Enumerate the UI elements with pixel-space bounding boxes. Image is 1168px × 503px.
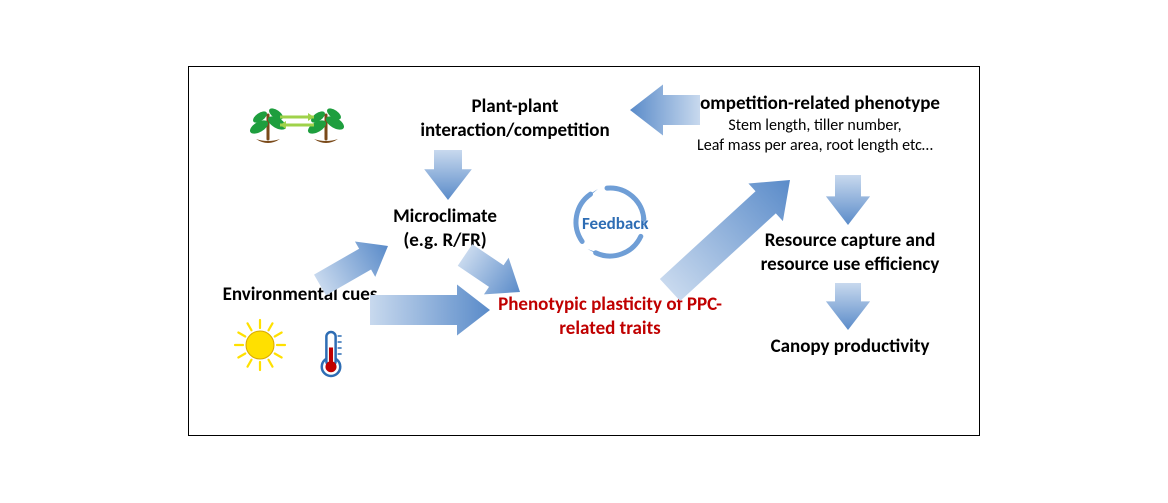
feedback-cycle-icon <box>576 188 645 256</box>
sun-icon <box>235 320 285 370</box>
thermometer-icon <box>322 332 342 376</box>
svg-layer <box>0 0 1168 503</box>
plants-icon <box>248 106 346 143</box>
arrows-group <box>310 85 870 336</box>
